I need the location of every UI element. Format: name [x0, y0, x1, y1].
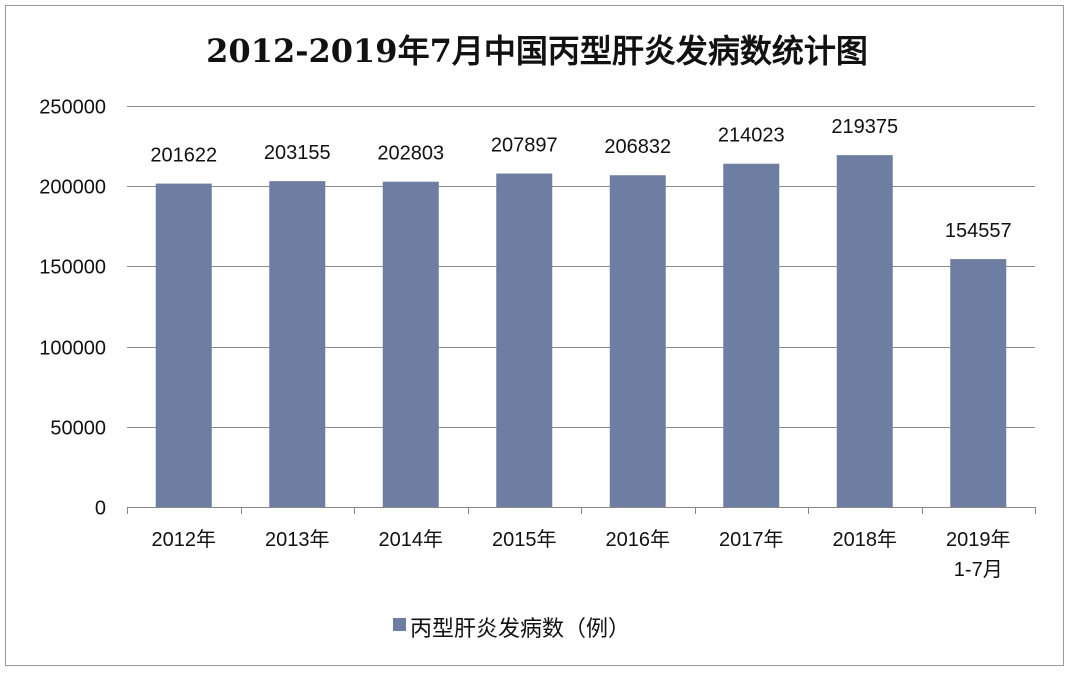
bar [836, 155, 893, 507]
y-tick-label: 150000 [39, 257, 106, 279]
x-tick-label: 2013年 [265, 528, 330, 551]
data-label: 207897 [491, 135, 558, 157]
bar [496, 173, 553, 508]
x-tick-label: 2016年 [606, 528, 671, 551]
x-tick-label: 2012年 [152, 528, 217, 551]
bar [609, 175, 666, 508]
data-label: 203155 [264, 142, 331, 164]
legend: 丙型肝炎发病数（例） [393, 617, 630, 642]
bar [723, 163, 780, 508]
data-label: 202803 [377, 143, 444, 165]
y-tick-label: 250000 [39, 97, 106, 119]
x-tick-label: 2019年 1-7月 [946, 528, 1011, 581]
legend-swatch [393, 618, 406, 631]
bar [269, 181, 326, 507]
chart-title: 2012-2019年7月中国丙型肝炎发病数统计图 [206, 32, 868, 70]
x-tick-label: 2017年 [719, 528, 784, 551]
data-label: 219375 [831, 116, 898, 138]
data-label: 206832 [604, 136, 671, 158]
data-label: 154557 [945, 220, 1012, 242]
data-label: 214023 [718, 125, 785, 147]
bar [950, 259, 1007, 507]
y-tick-label: 200000 [39, 177, 106, 199]
y-tick-label: 0 [95, 498, 106, 520]
y-tick-label: 50000 [50, 418, 106, 440]
x-tick-label: 2014年 [379, 528, 444, 551]
bar [155, 183, 212, 507]
y-tick-label: 100000 [39, 338, 106, 360]
x-tick-label: 2015年 [492, 528, 557, 551]
bar [382, 181, 439, 508]
legend-label: 丙型肝炎发病数（例） [410, 617, 630, 642]
data-label: 201622 [150, 145, 217, 167]
x-tick-label: 2018年 [833, 528, 898, 551]
